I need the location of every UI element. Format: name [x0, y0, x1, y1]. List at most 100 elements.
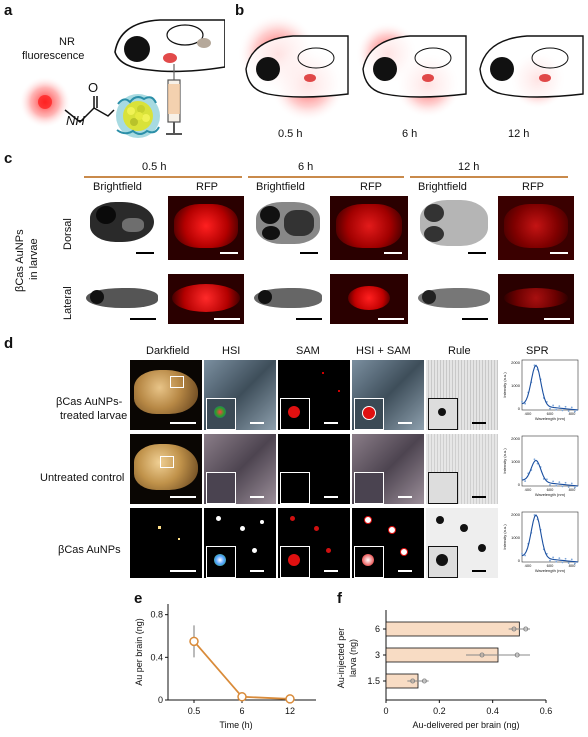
- d-untreated-rule: [426, 434, 498, 504]
- d-col-darkfield: Darkfield: [146, 345, 190, 357]
- spr-xtick: 600: [547, 487, 554, 492]
- c-lateral-rfp-0-5h: [168, 274, 244, 324]
- spr-point: [561, 409, 564, 412]
- e-series-line: [193, 640, 291, 700]
- spr-curve: [521, 514, 579, 563]
- e-point: [237, 692, 247, 702]
- f-ylabel-line1: Au-injected per: [336, 628, 346, 689]
- c-col-brightfield-1: Brightfield: [256, 181, 305, 193]
- spr-point: [561, 561, 564, 564]
- spr-point: [567, 562, 570, 564]
- spr-frame: [521, 435, 579, 487]
- d-row-treated-line2: treated larvae: [60, 410, 128, 422]
- d-untreated-sam: [278, 434, 350, 504]
- f-xtick-label: 0: [383, 706, 388, 716]
- d-col-spr: SPR: [526, 345, 549, 357]
- spr-curve: [521, 459, 579, 487]
- spr-point: [533, 458, 536, 461]
- c-dorsal-brightfield-0-5h: [82, 196, 162, 260]
- f-bar: [385, 621, 520, 637]
- spr-point: [567, 486, 570, 488]
- e-point: [285, 694, 295, 704]
- panel-label-a: a: [4, 2, 13, 19]
- c-col-brightfield-2: Brightfield: [418, 181, 467, 193]
- e-xtick-label: 0.5: [188, 706, 201, 716]
- spr-frame: [521, 359, 579, 411]
- spr-point: [524, 402, 527, 405]
- spr-point: [533, 364, 536, 367]
- nh-label: NH: [66, 113, 85, 128]
- d-aunps-hsi: [204, 508, 276, 578]
- nr-label-line2: fluorescence: [22, 50, 85, 62]
- chart-f: 0 0.2 0.4 0.6 Au-delivered per brain (ng) Au-…: [336, 610, 553, 730]
- panel-label-d: d: [4, 335, 14, 352]
- d-treated-rule: [426, 360, 498, 430]
- spr-ytick: 0: [518, 482, 521, 487]
- spr-ytick: 0: [518, 406, 521, 411]
- spr-xtick: 800: [569, 411, 576, 416]
- f-xtick-label: 0.6: [540, 706, 553, 716]
- spr-point: [561, 485, 564, 488]
- e-ytick-label: 0.8: [150, 610, 163, 620]
- spr-point: [558, 557, 561, 559]
- spr-point: [573, 486, 576, 489]
- d-treated-sam: [278, 360, 350, 430]
- d-untreated-darkfield: [130, 434, 202, 504]
- c-dorsal-rfp-6h: [330, 196, 408, 260]
- d-untreated-hsi-sam: [352, 434, 424, 504]
- spr-ytick: 2000: [511, 360, 521, 365]
- spr-point: [558, 405, 561, 407]
- spr-xtick: 600: [547, 411, 554, 416]
- fish-12h: [479, 35, 584, 109]
- spr-point: [570, 406, 573, 409]
- spr-xtick: 400: [525, 411, 532, 416]
- d-treated-hsi-sam: [352, 360, 424, 430]
- d-row-untreated: Untreated control: [40, 472, 125, 484]
- nr-label-line1: NR: [59, 36, 75, 48]
- panel-label-c: c: [4, 150, 13, 167]
- c-col-rfp-2: RFP: [522, 181, 544, 193]
- c-lateral-brightfield-0-5h: [82, 274, 162, 324]
- spr-point: [524, 554, 527, 557]
- c-lateral-brightfield-12h: [414, 274, 494, 324]
- d-col-sam: SAM: [296, 345, 320, 357]
- spr-ylabel: Intensity (a.u.): [502, 448, 507, 474]
- c-time-2: 12 h: [458, 161, 480, 173]
- spr-xtick: 400: [525, 487, 532, 492]
- spr-ytick: 2000: [511, 436, 521, 441]
- spr-point: [521, 477, 523, 479]
- d-col-hsi: HSI: [222, 345, 241, 357]
- e-ytick-label: 0.4: [150, 652, 163, 662]
- f-ylabel-line2: larva (ng): [348, 639, 358, 677]
- spr-point: [573, 562, 576, 565]
- spr-xtick: 400: [525, 563, 532, 568]
- spr-xtick: 800: [569, 487, 576, 492]
- e-ytick-label: 0: [158, 695, 163, 705]
- spr-ytick: 1000: [511, 383, 521, 388]
- o-label: O: [88, 80, 99, 95]
- c-col-rfp-1: RFP: [360, 181, 382, 193]
- spr-point: [564, 557, 567, 560]
- c-dorsal-rfp-0-5h: [168, 196, 244, 260]
- spr-point: [545, 478, 548, 481]
- d-treated-darkfield: [130, 360, 202, 430]
- spr-point: [549, 407, 551, 410]
- c-time-0: 0.5 h: [142, 161, 167, 173]
- spr-point: [521, 552, 523, 555]
- f-point: [511, 626, 517, 632]
- spr-point: [555, 484, 558, 487]
- d-row-aunps: βCas AuNPs: [58, 544, 121, 556]
- c-lateral-rfp-12h: [498, 274, 574, 324]
- spr-point: [524, 480, 527, 482]
- spr-point: [549, 559, 551, 562]
- d-treated-hsi: [204, 360, 276, 430]
- panel-label-f: f: [337, 590, 342, 607]
- c-side-label-line2: in larvae: [28, 238, 40, 280]
- b-time-2: 12 h: [508, 128, 530, 140]
- d-aunps-darkfield: [130, 508, 202, 578]
- spr-curve: [521, 364, 579, 411]
- c-time-1: 6 h: [298, 161, 314, 173]
- spr-ytick: 1000: [511, 535, 521, 540]
- e-ylabel: Au per brain (ng): [134, 618, 144, 686]
- c-row-lateral: Lateral: [62, 286, 74, 320]
